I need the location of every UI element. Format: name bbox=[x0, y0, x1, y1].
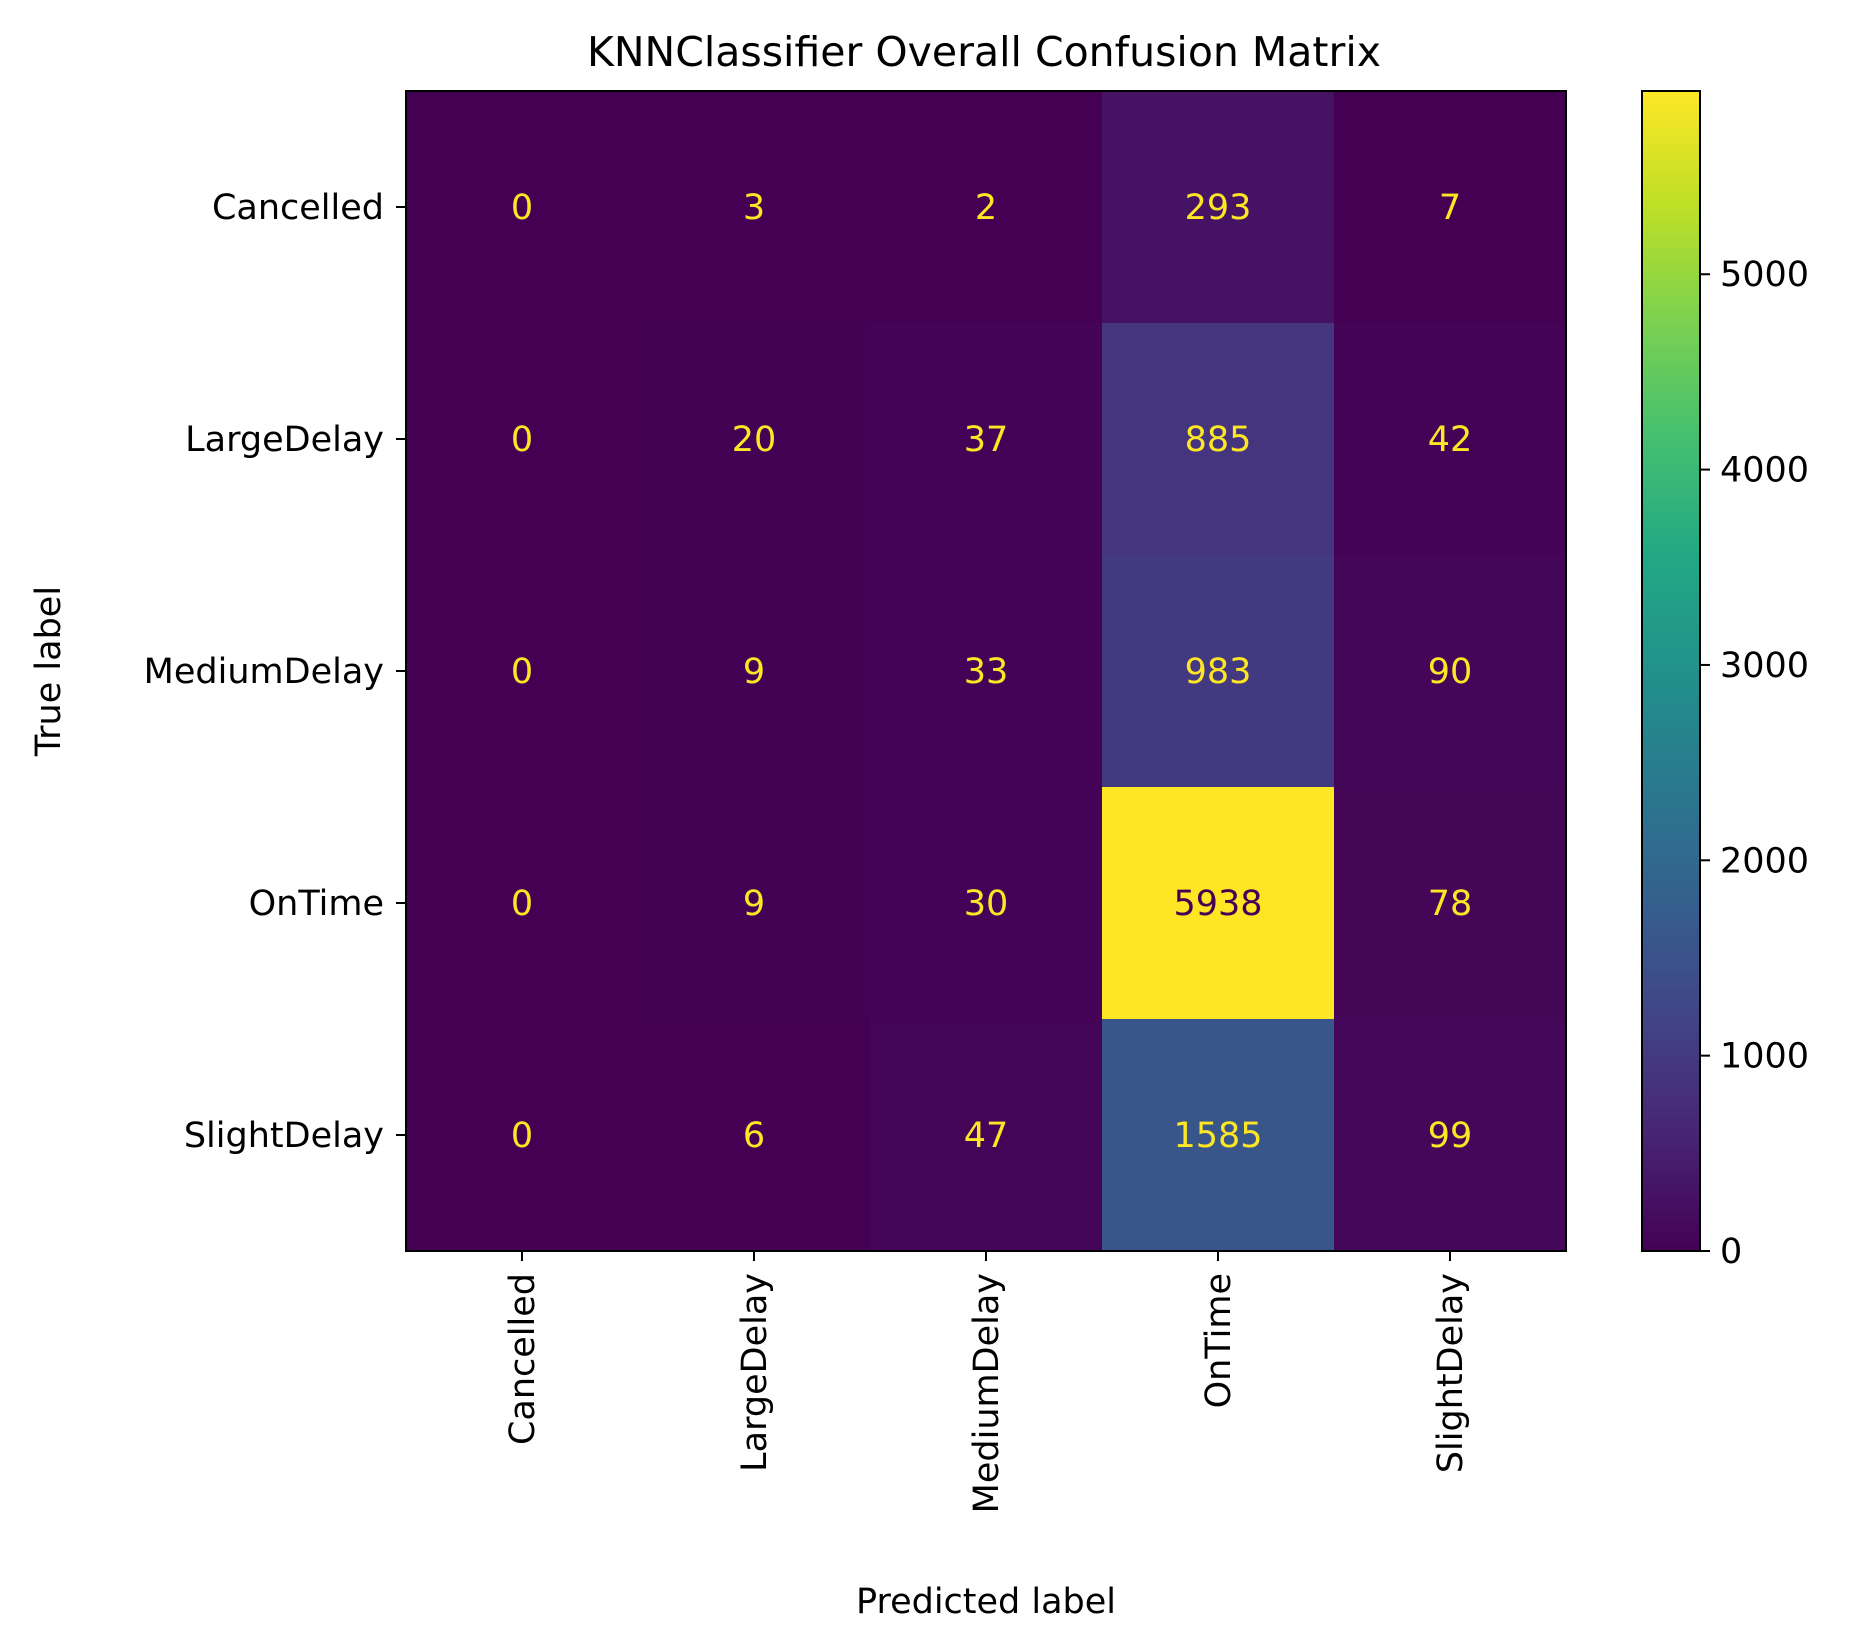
heatmap-cell bbox=[638, 1019, 871, 1252]
colorbar-ticks: 0 1000 2000 3000 4000 5000 bbox=[1700, 255, 1809, 1272]
heatmap-cell bbox=[406, 323, 639, 556]
heatmap-cell bbox=[406, 1019, 639, 1252]
cell-value-label: 30 bbox=[964, 884, 1009, 924]
heatmap-cell bbox=[1102, 1019, 1335, 1252]
cell-value-label: 0 bbox=[511, 1116, 533, 1156]
heatmap-cell bbox=[1102, 323, 1335, 556]
colorbar-tick-label: 5000 bbox=[1720, 255, 1809, 295]
cell-value-label: 99 bbox=[1428, 1116, 1473, 1156]
colorbar-tick-label: 3000 bbox=[1720, 646, 1809, 686]
heatmap-cell bbox=[1334, 787, 1567, 1020]
cell-value-label: 7 bbox=[1439, 188, 1461, 228]
cell-value-label: 0 bbox=[511, 188, 533, 228]
cell-value-label: 9 bbox=[743, 884, 765, 924]
colorbar-tick-label: 0 bbox=[1720, 1232, 1742, 1272]
heatmap-cell bbox=[1102, 787, 1335, 1020]
cell-value-label: 3 bbox=[743, 188, 765, 228]
y-tick-label: OnTime bbox=[249, 884, 384, 924]
x-tick-label: OnTime bbox=[1199, 1273, 1239, 1408]
heatmap-cell bbox=[1334, 323, 1567, 556]
cell-value-label: 90 bbox=[1428, 652, 1473, 692]
colorbar-tick-label: 4000 bbox=[1720, 451, 1809, 491]
x-tick-label: LargeDelay bbox=[735, 1273, 775, 1472]
cell-value-label: 78 bbox=[1428, 884, 1473, 924]
heatmap-cell bbox=[406, 787, 639, 1020]
y-tick-label: Cancelled bbox=[212, 188, 384, 228]
chart-title: KNNClassifier Overall Confusion Matrix bbox=[587, 28, 1381, 76]
heatmap-cell bbox=[1102, 91, 1335, 324]
x-axis-label: Predicted label bbox=[856, 1582, 1116, 1622]
cell-value-label: 0 bbox=[511, 420, 533, 460]
cell-value-label: 37 bbox=[964, 420, 1009, 460]
heatmap-cell bbox=[1334, 1019, 1567, 1252]
y-tick-label: SlightDelay bbox=[184, 1116, 384, 1156]
heatmap-cell bbox=[870, 1019, 1103, 1252]
cell-value-label: 20 bbox=[732, 420, 777, 460]
heatmap-cell bbox=[870, 323, 1103, 556]
cell-value-label: 1585 bbox=[1173, 1116, 1262, 1156]
cell-value-label: 885 bbox=[1185, 420, 1252, 460]
colorbar-tick-label: 2000 bbox=[1720, 841, 1809, 881]
cell-value-label: 42 bbox=[1428, 420, 1473, 460]
y-tick-label: MediumDelay bbox=[144, 652, 384, 692]
cell-value-label: 33 bbox=[964, 652, 1009, 692]
colorbar-tick-label: 1000 bbox=[1720, 1037, 1809, 1077]
cell-value-label: 293 bbox=[1185, 188, 1252, 228]
heatmap-cell bbox=[870, 555, 1103, 788]
heatmap-cell bbox=[638, 787, 871, 1020]
cell-value-label: 6 bbox=[743, 1116, 765, 1156]
x-axis-ticks: Cancelled LargeDelay MediumDelay OnTime Slig… bbox=[503, 1251, 1471, 1513]
y-axis-label: True label bbox=[29, 586, 69, 757]
x-tick-label: SlightDelay bbox=[1431, 1273, 1471, 1473]
colorbar bbox=[1641, 90, 1701, 1252]
heatmap-cell bbox=[870, 91, 1103, 324]
cell-value-label: 983 bbox=[1185, 652, 1252, 692]
heatmap-cell bbox=[870, 787, 1103, 1020]
cell-value-label: 9 bbox=[743, 652, 765, 692]
heatmap-cell bbox=[1334, 91, 1567, 324]
y-axis-ticks: Cancelled LargeDelay MediumDelay OnTime Slig… bbox=[144, 188, 406, 1156]
cell-value-label: 47 bbox=[964, 1116, 1009, 1156]
cell-value-label: 0 bbox=[511, 884, 533, 924]
heatmap-cell bbox=[1102, 555, 1335, 788]
cell-value-label: 2 bbox=[975, 188, 997, 228]
cell-value-label: 0 bbox=[511, 652, 533, 692]
heatmap-cell bbox=[406, 91, 639, 324]
heatmap-cell bbox=[638, 323, 871, 556]
heatmap-cell bbox=[406, 555, 639, 788]
x-tick-label: Cancelled bbox=[503, 1273, 543, 1445]
heatmap-cell bbox=[638, 555, 871, 788]
heatmap-cells bbox=[406, 91, 1567, 1252]
x-tick-label: MediumDelay bbox=[967, 1273, 1007, 1513]
y-tick-label: LargeDelay bbox=[185, 420, 384, 460]
cell-value-label: 5938 bbox=[1173, 884, 1262, 924]
heatmap-cell bbox=[1334, 555, 1567, 788]
heatmap-cell bbox=[638, 91, 871, 324]
cell-annotations: 0 3 2 293 7 0 20 37 885 42 0 9 33 983 90 0 9 30 5938 78 0 6 47… bbox=[511, 188, 1472, 1156]
